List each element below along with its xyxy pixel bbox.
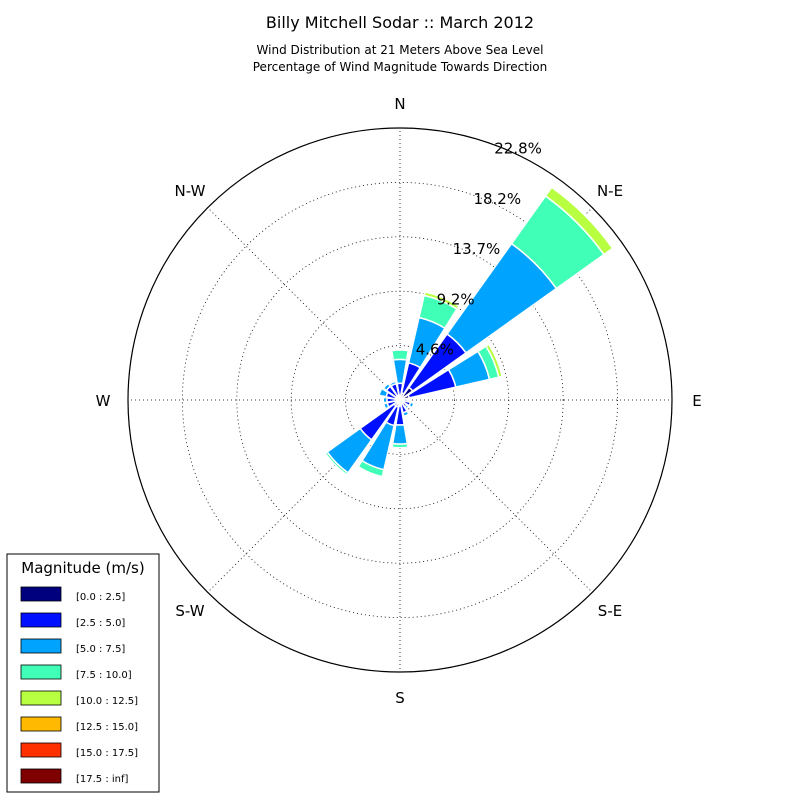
direction-label-6: W xyxy=(96,392,111,410)
bar-2-5 xyxy=(550,185,615,250)
legend-items: [0.0 : 2.5] [2.5 : 5.0] [5.0 : 7.5] [7.5 : … xyxy=(20,586,138,785)
direction-label-0: N xyxy=(394,95,405,113)
grid-spoke xyxy=(207,207,401,401)
ring-label-4: 22.8% xyxy=(494,140,542,158)
bar-12-2 xyxy=(382,396,388,404)
grid-ring-0 xyxy=(345,345,455,455)
grid-spoke xyxy=(207,399,401,593)
grid-ring-3 xyxy=(181,181,619,619)
legend-title: Magnitude (m/s) xyxy=(21,559,144,577)
grid-spoke xyxy=(399,399,593,593)
ring-label-3: 18.2% xyxy=(473,190,521,208)
ring-labels: 4.6% 9.2% 13.7% 18.2% 22.8% xyxy=(416,140,542,359)
direction-label-1: N-E xyxy=(597,182,623,200)
bar-0-4 xyxy=(390,347,410,352)
chart-subtitle-line-1: Wind Distribution at 21 Meters Above Sea… xyxy=(257,43,544,57)
legend-label-1: [2.5 : 5.0] xyxy=(76,618,125,629)
legend-swatch-3 xyxy=(20,664,62,680)
chart-title: Billy Mitchell Sodar :: March 2012 xyxy=(266,13,534,32)
bar-7-2 xyxy=(402,410,410,418)
bar-15-2 xyxy=(388,380,398,387)
legend-swatch-1 xyxy=(20,612,62,628)
bar-8-3 xyxy=(391,442,409,449)
wind-bars xyxy=(324,185,615,478)
bar-14-2 xyxy=(382,382,392,392)
legend-swatch-6 xyxy=(20,742,62,758)
direction-label-2: E xyxy=(692,392,701,410)
bar-13-2 xyxy=(378,387,389,398)
polar-frame xyxy=(127,127,673,673)
bar-9-3 xyxy=(357,459,385,478)
direction-label-5: S-W xyxy=(175,602,204,620)
legend-label-0: [0.0 : 2.5] xyxy=(76,592,125,603)
bar-10-3 xyxy=(324,450,350,476)
legend-label-5: [12.5 : 15.0] xyxy=(76,722,138,733)
grid-ring-2 xyxy=(236,236,564,564)
legend-swatch-0 xyxy=(20,586,62,602)
bar-5-3 xyxy=(411,402,417,410)
legend-swatch-5 xyxy=(20,716,62,732)
ring-label-0: 4.6% xyxy=(416,341,454,359)
ring-label-2: 13.7% xyxy=(453,240,501,258)
legend-swatch-7 xyxy=(20,768,62,784)
bar-11-2 xyxy=(382,402,390,410)
legend-swatch-2 xyxy=(20,638,62,654)
direction-label-4: S xyxy=(395,689,405,707)
direction-labels: N N-E E S-E S S-W W N-W xyxy=(96,95,702,707)
direction-label-7: N-W xyxy=(175,182,206,200)
ring-label-1: 9.2% xyxy=(437,290,475,308)
legend-label-7: [17.5 : inf] xyxy=(76,774,129,785)
legend-label-4: [10.0 : 12.5] xyxy=(76,696,138,707)
legend-label-3: [7.5 : 10.0] xyxy=(76,670,132,681)
bar-3-5 xyxy=(487,342,505,378)
legend: Magnitude (m/s) [0.0 : 2.5] [2.5 : 5.0] [5… xyxy=(6,553,160,793)
direction-label-3: S-E xyxy=(598,602,622,620)
legend-label-2: [5.0 : 7.5] xyxy=(76,644,125,655)
bar-0-3 xyxy=(390,349,410,361)
bar-1-4 xyxy=(423,290,460,310)
legend-swatch-4 xyxy=(20,690,62,706)
chart-subtitle-line-2: Percentage of Wind Magnitude Towards Dir… xyxy=(253,60,547,74)
legend-label-6: [15.0 : 17.5] xyxy=(76,748,138,759)
bar-8-2 xyxy=(391,423,409,445)
